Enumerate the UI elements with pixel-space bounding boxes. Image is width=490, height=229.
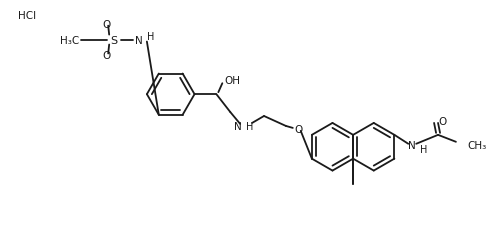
Text: H: H <box>147 31 154 41</box>
Text: N: N <box>408 140 416 150</box>
Text: H: H <box>420 144 428 154</box>
Text: O: O <box>438 116 446 126</box>
Text: O: O <box>102 20 110 30</box>
Text: CH₃: CH₃ <box>468 140 487 150</box>
Text: HCl: HCl <box>18 11 36 21</box>
Text: OH: OH <box>224 76 240 86</box>
Text: H: H <box>246 121 253 131</box>
Text: N: N <box>234 121 242 131</box>
Text: O: O <box>295 124 303 134</box>
Text: H₃C: H₃C <box>60 35 79 45</box>
Text: S: S <box>111 35 118 45</box>
Text: N: N <box>135 35 143 45</box>
Text: O: O <box>102 51 110 61</box>
